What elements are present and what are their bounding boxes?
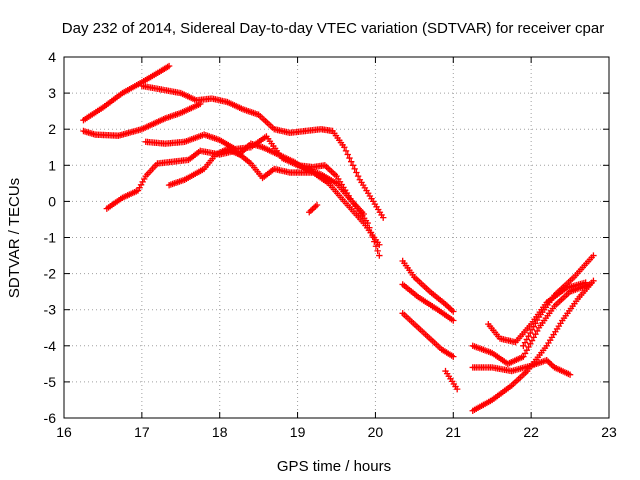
x-axis-label: GPS time / hours [277, 458, 391, 475]
series-track-6 [165, 140, 367, 218]
data-point [354, 172, 362, 180]
x-tick-label: 17 [134, 424, 150, 440]
data-point [453, 385, 461, 393]
data-point [520, 353, 527, 360]
data-point [346, 154, 353, 162]
y-tick-label: 0 [48, 193, 56, 209]
y-tick-label: -1 [44, 230, 57, 246]
series-track-3 [138, 82, 387, 221]
data-point [165, 62, 173, 70]
data-point [348, 158, 355, 165]
data-point [523, 347, 531, 354]
y-tick-label: 3 [48, 85, 56, 101]
series-track-8 [399, 257, 457, 315]
y-axis-label: SDTVAR / TECUs [6, 178, 23, 298]
data-point [566, 371, 574, 378]
data-point [376, 241, 383, 248]
y-tick-label: 1 [48, 157, 56, 173]
data-point [530, 334, 537, 341]
series-track-9 [399, 281, 457, 324]
y-tick-label: -6 [44, 410, 57, 426]
x-tick-label: 18 [212, 424, 228, 440]
x-tick-label: 19 [290, 424, 306, 440]
data-point [590, 252, 597, 259]
y-tick-label: 2 [48, 121, 56, 137]
data-point [528, 326, 536, 333]
data-point [342, 147, 350, 155]
data-point [313, 201, 321, 209]
data-point [525, 332, 532, 340]
data-point [530, 323, 537, 330]
data-point [450, 353, 457, 360]
x-tick-label: 20 [368, 424, 384, 440]
x-tick-label: 21 [445, 424, 461, 440]
x-tick-label: 16 [56, 424, 72, 440]
data-point [344, 151, 351, 158]
data-point [533, 327, 541, 335]
y-tick-label: -2 [44, 266, 57, 282]
series-track-12 [469, 277, 597, 414]
x-tick-label: 22 [523, 424, 539, 440]
y-tick-label: -5 [44, 374, 57, 390]
series-track-10 [399, 310, 457, 360]
data-point [521, 339, 529, 346]
data-point [533, 316, 541, 324]
data-point [521, 350, 529, 357]
data-point [528, 337, 536, 344]
series-track-16 [520, 252, 597, 349]
data-point [582, 279, 589, 286]
chart-title: Day 232 of 2014, Sidereal Day-to-day VTE… [62, 20, 604, 37]
data-point [450, 317, 457, 324]
series-track-2 [80, 100, 204, 139]
data-point [341, 144, 348, 151]
series-track-14 [469, 281, 593, 368]
data-point [380, 214, 387, 221]
y-tick-label: -4 [44, 338, 57, 354]
data-point [532, 330, 539, 338]
data-point [372, 243, 380, 250]
data-point [349, 162, 357, 169]
series-track-11 [442, 367, 461, 393]
series-track-1 [80, 62, 173, 124]
grid-lines [64, 57, 609, 418]
data-point [353, 169, 360, 176]
x-tick-label: 23 [601, 424, 617, 440]
series-track-13 [469, 357, 574, 378]
data-points [80, 62, 597, 414]
data-point [527, 329, 534, 337]
data-point [360, 210, 367, 218]
y-tick-label: 4 [48, 49, 56, 65]
data-point [586, 281, 593, 288]
data-point [376, 252, 383, 259]
data-point [351, 165, 358, 173]
data-point [532, 320, 539, 327]
series-track-7 [306, 201, 321, 216]
data-point [525, 343, 532, 351]
data-point [450, 308, 457, 315]
data-point [520, 342, 527, 349]
y-tick-label: -3 [44, 302, 57, 318]
data-point [590, 277, 597, 285]
data-point [527, 340, 534, 347]
data-point [523, 336, 531, 343]
data-point [374, 247, 381, 255]
